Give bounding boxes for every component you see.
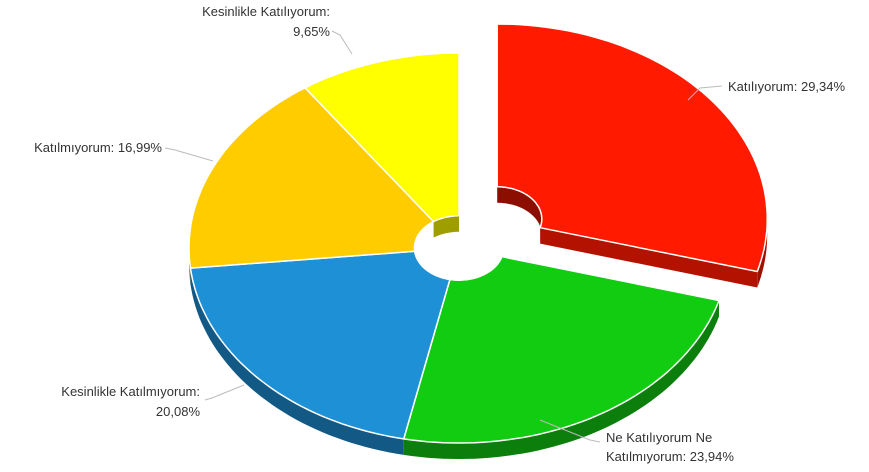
slice-5-inner-wall bbox=[433, 215, 459, 238]
slice-4-label-line-1: Katılmıyorum: 16,99% bbox=[34, 140, 162, 155]
slice-2-label-line-2: Katılmıyorum: 23,94% bbox=[606, 449, 734, 464]
slice-2-top[interactable] bbox=[402, 255, 720, 444]
slice-5-label-line-1: Kesinlikle Katılıyorum: bbox=[202, 4, 330, 19]
label-connectors bbox=[164, 30, 723, 443]
slice-3-label-line-2: 20,08% bbox=[156, 404, 201, 419]
slice-3-label-line-1: Kesinlikle Katılmıyorum: bbox=[61, 384, 200, 399]
slice-1-inner-wall bbox=[497, 186, 542, 235]
slice-1-outer-side bbox=[757, 219, 768, 288]
slice-1-top[interactable] bbox=[496, 23, 768, 273]
slice-1-connector bbox=[687, 85, 723, 101]
slice-5-label-line-2: 9,65% bbox=[293, 24, 330, 39]
slice-4-connector bbox=[164, 147, 214, 162]
slice-labels: Katılıyorum: 29,34% Ne Katılıyorum Ne Katı… bbox=[34, 4, 845, 464]
slice-sides bbox=[189, 186, 768, 459]
slice-tops bbox=[188, 23, 768, 444]
slice-3-top[interactable] bbox=[189, 250, 451, 440]
slice-5-connector bbox=[331, 30, 353, 55]
slice-1-cut-wall bbox=[540, 227, 758, 288]
slice-3-connector bbox=[204, 384, 245, 401]
slice-3-outer-side bbox=[190, 268, 404, 455]
slice-2-outer-side bbox=[403, 300, 719, 459]
slice-2-connector bbox=[539, 419, 601, 443]
slice-2-label-line-1: Ne Katılıyorum Ne bbox=[606, 430, 712, 445]
slice-1-label-line-1: Katılıyorum: 29,34% bbox=[728, 79, 845, 94]
slice-5-top[interactable] bbox=[304, 52, 460, 223]
